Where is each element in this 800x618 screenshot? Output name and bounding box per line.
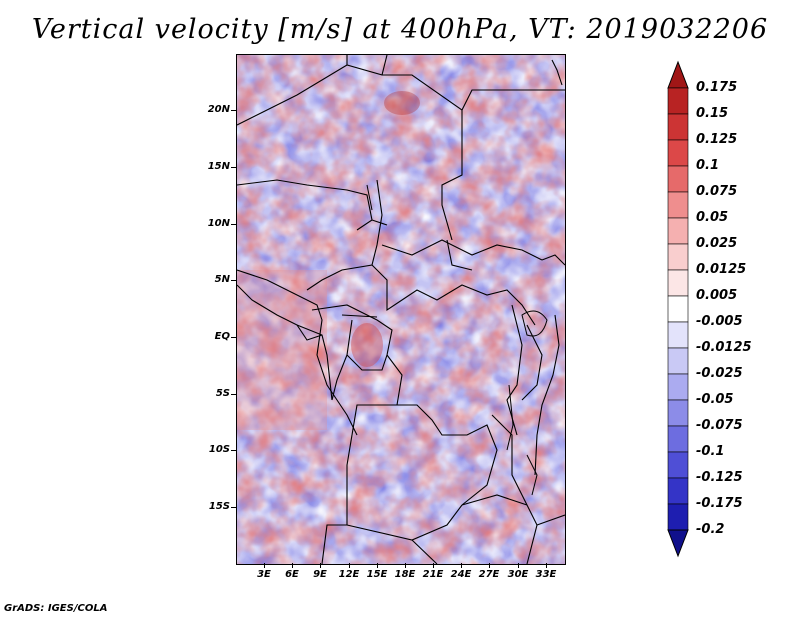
colorbar-top-arrow: [667, 60, 689, 89]
lon-tick: [264, 563, 265, 568]
lon-tick: [349, 563, 350, 568]
country-borders: [237, 55, 565, 564]
colorbar-segment: [667, 347, 689, 375]
lat-label-15s: 15S: [208, 501, 230, 512]
map-title: Vertical velocity [m/s] at 400hPa, VT: 2…: [31, 14, 769, 45]
lat-tick: [231, 337, 236, 338]
lon-tick: [489, 563, 490, 568]
colorbar-label: 0.025: [696, 236, 738, 251]
colorbar-label: -0.005: [696, 314, 743, 329]
colorbar-label: -0.025: [696, 366, 743, 381]
colorbar-bottom-arrow: [667, 529, 689, 558]
colorbar-segment: [667, 269, 689, 297]
lat-label-5s: 5S: [215, 388, 230, 399]
colorbar-segment: [667, 477, 689, 505]
lat-tick: [231, 394, 236, 395]
lat-label-15n: 15N: [207, 161, 230, 172]
lon-tick: [518, 563, 519, 568]
colorbar-segment: [667, 321, 689, 349]
vertical-velocity-field: [237, 55, 565, 564]
colorbar-segment: [667, 217, 689, 245]
lat-tick: [231, 167, 236, 168]
colorbar-segment: [667, 295, 689, 323]
lat-tick: [231, 450, 236, 451]
lat-tick: [231, 224, 236, 225]
lon-tick: [320, 563, 321, 568]
grads-credit: GrADS: IGES/COLA: [4, 603, 108, 614]
lon-tick: [405, 563, 406, 568]
colorbar-segment: [667, 191, 689, 219]
colorbar-segment: [667, 373, 689, 401]
lat-label-5n: 5N: [214, 274, 230, 285]
map-plot-area: [236, 54, 566, 565]
lat-label-10s: 10S: [208, 444, 230, 455]
lon-label-6e: 6E: [285, 569, 299, 580]
lon-tick: [433, 563, 434, 568]
lon-tick: [377, 563, 378, 568]
colorbar-segment: [667, 451, 689, 479]
lon-label-12e: 12E: [338, 569, 360, 580]
colorbar-label: 0.1: [696, 158, 720, 173]
lon-label-21e: 21E: [422, 569, 444, 580]
colorbar-label: 0.15: [696, 106, 729, 121]
lon-label-30e: 30E: [507, 569, 529, 580]
colorbar-label: 0.0125: [696, 262, 747, 277]
colorbar-label: -0.1: [696, 444, 725, 459]
colorbar-label: -0.125: [696, 470, 743, 485]
lon-tick: [546, 563, 547, 568]
lat-tick: [231, 280, 236, 281]
colorbar-segment: [667, 113, 689, 141]
colorbar-label: -0.075: [696, 418, 743, 433]
lat-label-10n: 10N: [207, 218, 230, 229]
lon-label-33e: 33E: [535, 569, 557, 580]
lon-tick: [461, 563, 462, 568]
lon-label-24e: 24E: [450, 569, 472, 580]
colorbar-segment: [667, 425, 689, 453]
lon-label-18e: 18E: [394, 569, 416, 580]
colorbar-label: 0.175: [696, 80, 738, 95]
colorbar-label: 0.075: [696, 184, 738, 199]
lon-label-15e: 15E: [366, 569, 388, 580]
lat-label-20n: 20N: [207, 104, 230, 115]
lon-label-3e: 3E: [257, 569, 271, 580]
colorbar-segment: [667, 503, 689, 531]
colorbar-segment: [667, 399, 689, 427]
lon-tick: [292, 563, 293, 568]
colorbar-label: -0.175: [696, 496, 743, 511]
colorbar-segment: [667, 87, 689, 115]
colorbar-label: 0.005: [696, 288, 738, 303]
colorbar-label: -0.2: [696, 522, 725, 537]
colorbar-label: -0.0125: [696, 340, 752, 355]
lat-tick: [231, 507, 236, 508]
lakes: [366, 184, 548, 496]
lat-label-eq: EQ: [214, 331, 230, 342]
lon-label-9e: 9E: [313, 569, 327, 580]
lat-tick: [231, 110, 236, 111]
coastline: [237, 59, 563, 476]
lon-label-27e: 27E: [478, 569, 500, 580]
colorbar: [667, 60, 689, 558]
colorbar-label: -0.05: [696, 392, 734, 407]
convective-cells: [237, 91, 420, 430]
colorbar-segment: [667, 139, 689, 167]
colorbar-label: 0.05: [696, 210, 729, 225]
colorbar-segment: [667, 165, 689, 193]
colorbar-segment: [667, 243, 689, 271]
colorbar-label: 0.125: [696, 132, 738, 147]
